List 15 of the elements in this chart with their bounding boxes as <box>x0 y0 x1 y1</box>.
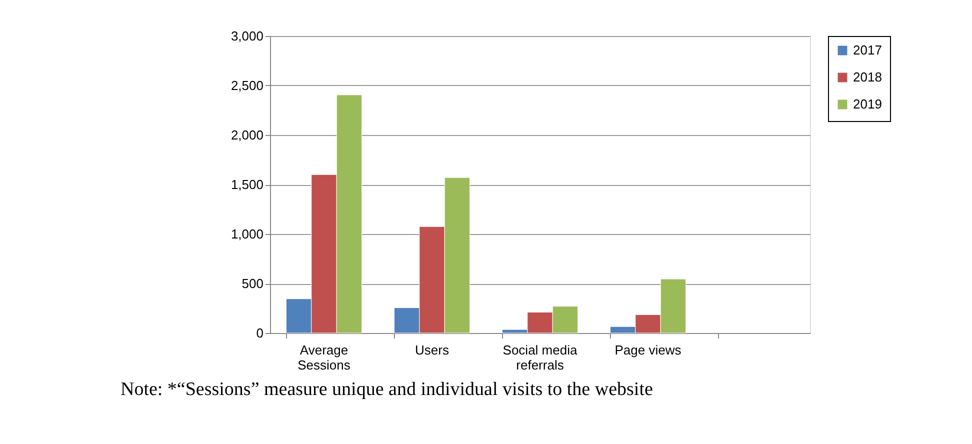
legend-label: 2018 <box>853 70 882 84</box>
y-tick-label: 3,000 <box>230 28 264 44</box>
y-tick-label: 2,000 <box>230 128 264 142</box>
legend-label: 2017 <box>853 42 882 58</box>
y-tick-label: 500 <box>242 276 264 291</box>
y-tick-label: 0 <box>256 326 264 340</box>
text: Note: *“Sessions” measure unique and individual visits to the website <box>120 379 653 400</box>
x-tick-label: Users <box>415 342 450 358</box>
x-tick-label: Social media referrals <box>502 342 578 372</box>
legend-label: 2019 <box>853 96 882 112</box>
x-tick-label: Page views <box>614 342 682 358</box>
y-tick-label: 2,500 <box>230 78 264 93</box>
y-tick-label: 1,500 <box>230 177 264 192</box>
x-tick-label: Average Sessions <box>298 342 351 372</box>
y-tick-label: 1,000 <box>230 226 264 242</box>
